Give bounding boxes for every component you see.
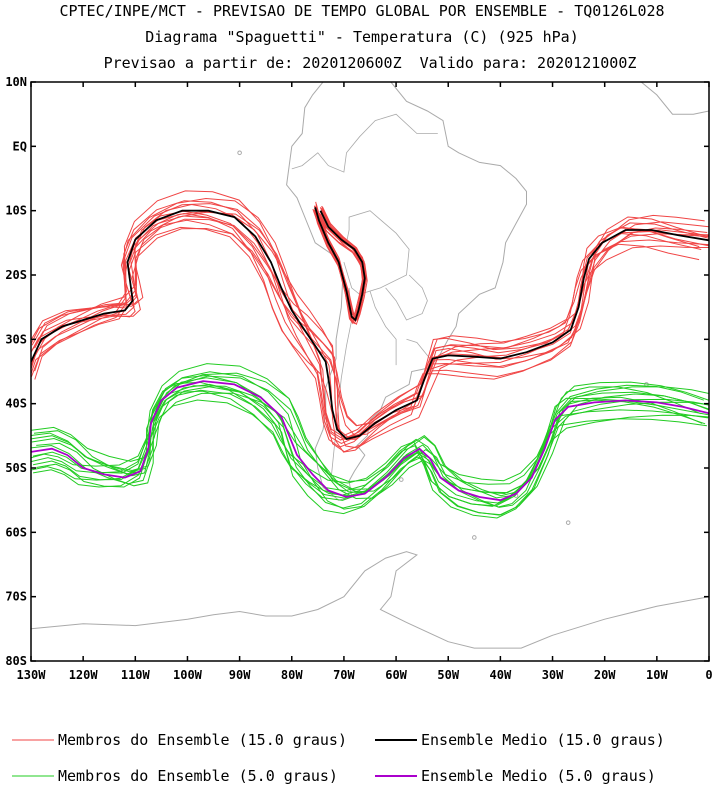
ensemble-member-line — [31, 215, 702, 441]
chart-title: CPTEC/INPE/MCT - PREVISAO DE TEMPO GLOBA… — [59, 2, 664, 20]
x-tick-label: 70W — [333, 668, 355, 682]
ensemble-member-line — [31, 399, 707, 508]
y-tick-label: 40S — [5, 397, 27, 411]
legend-label: Ensemble Medio (15.0 graus) — [421, 731, 665, 749]
island-outline — [398, 477, 404, 482]
plot-frame — [30, 81, 710, 662]
x-tick-label: 90W — [229, 668, 251, 682]
x-tick-label: 50W — [437, 668, 459, 682]
ensemble-member-line — [31, 210, 709, 439]
country-border — [369, 290, 397, 366]
x-tick-label: 10W — [646, 668, 668, 682]
africa-coastline — [640, 82, 709, 115]
coastline-map — [31, 76, 709, 649]
x-tick-label: 40W — [490, 668, 512, 682]
ensemble-member-line — [33, 371, 706, 510]
country-border — [385, 274, 428, 321]
x-tick-label: 130W — [17, 668, 47, 682]
ensemble-member-line — [315, 205, 364, 318]
ensemble-mean-line — [31, 380, 709, 502]
x-tick-label: 120W — [69, 668, 99, 682]
ensemble-member-line — [31, 200, 709, 444]
south-america-coastline — [286, 82, 527, 501]
ensemble-member-line — [31, 384, 704, 507]
island-outline — [472, 535, 477, 540]
chart-subtitle-2: Previsao a partir de: 2020120600Z Valido… — [104, 54, 637, 72]
legend-label: Ensemble Medio (5.0 graus) — [421, 767, 656, 785]
ensemble-member-line — [33, 372, 709, 494]
y-tick-label: 50S — [5, 461, 27, 475]
x-tick-label: 60W — [385, 668, 407, 682]
axes: 130W 120W 110W 100W 90W 80W 70W 60W 50W 40W 30W 20W… — [5, 75, 712, 682]
island-outline — [237, 150, 242, 156]
ensemble-member-line — [34, 219, 709, 449]
chart-subtitle: Diagrama "Spaguetti" - Temperatura (C) (… — [145, 28, 578, 46]
country-border — [291, 113, 438, 173]
ensemble-mean-line — [31, 209, 709, 440]
island-outline — [565, 520, 571, 525]
ensemble-member-line — [31, 190, 709, 437]
y-tick-label: 10N — [5, 75, 27, 89]
y-tick-label: EQ — [13, 139, 27, 153]
ensemble-mean-line — [314, 207, 366, 322]
x-tick-label: 80W — [281, 668, 303, 682]
ensemble-member-line — [33, 383, 709, 515]
x-tick-label: 30W — [542, 668, 564, 682]
y-tick-label: 10S — [5, 204, 27, 218]
legend: Membros do Ensemble (15.0 graus) Ensemble… — [12, 731, 665, 785]
island-outline — [386, 76, 397, 79]
ensemble-member-line — [31, 374, 709, 501]
x-tick-label: 20W — [594, 668, 616, 682]
ensemble-member-line — [36, 375, 709, 516]
ensemble-member-line — [31, 386, 709, 509]
x-tick-label: 110W — [121, 668, 151, 682]
country-border — [406, 338, 431, 366]
y-tick-label: 80S — [5, 654, 27, 668]
y-tick-label: 60S — [5, 525, 27, 539]
ensemble-member-line — [31, 381, 701, 507]
legend-label: Membros do Ensemble (15.0 graus) — [58, 731, 347, 749]
ensemble-member-line — [34, 218, 709, 427]
legend-label: Membros do Ensemble (5.0 graus) — [58, 767, 338, 785]
ensemble-member-line — [33, 227, 709, 437]
country-border — [343, 210, 410, 295]
country-border — [330, 287, 353, 481]
antarctica-coastline — [31, 551, 709, 649]
series-layer — [31, 190, 709, 519]
y-tick-label: 20S — [5, 268, 27, 282]
x-tick-label: 0 — [705, 668, 712, 682]
ensemble-member-line — [36, 392, 709, 516]
x-tick-label: 100W — [173, 668, 203, 682]
y-tick-label: 30S — [5, 332, 27, 346]
y-tick-label: 70S — [5, 590, 27, 604]
